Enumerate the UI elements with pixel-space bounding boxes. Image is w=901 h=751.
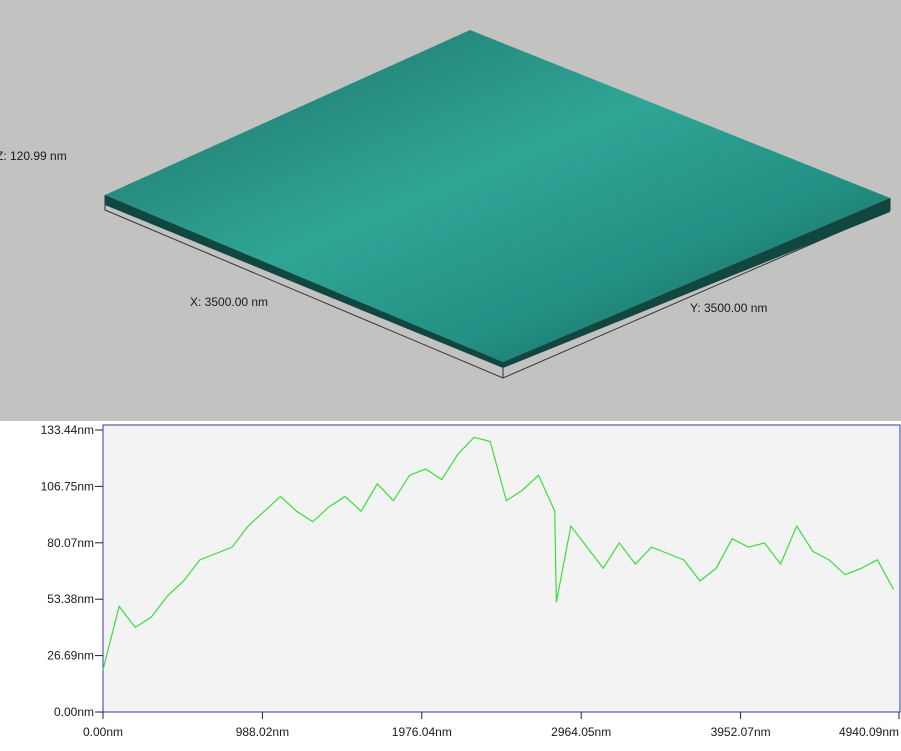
- x-tick-label: 3952.07nm: [711, 725, 771, 739]
- surface: [105, 30, 890, 362]
- x-tick-label: 988.02nm: [236, 725, 289, 739]
- x-tick-label: 2964.05nm: [551, 725, 611, 739]
- x-tick-label: 1976.04nm: [392, 725, 452, 739]
- y-tick-label: 80.07nm: [47, 536, 94, 550]
- x-tick-label: 4940.09nm: [839, 725, 899, 739]
- x-tick-label: 0.00nm: [83, 725, 123, 739]
- plot-area: [102, 424, 901, 713]
- y-tick-label: 26.69nm: [47, 649, 94, 663]
- y-tick-label: 53.38nm: [47, 592, 94, 606]
- x-label: X: 3500.00 nm: [190, 295, 268, 309]
- y-tick-label: 106.75nm: [41, 479, 94, 493]
- y-tick-label: 133.44nm: [41, 423, 94, 437]
- y-label: Y: 3500.00 nm: [690, 301, 767, 315]
- y-tick-label: 0.00nm: [54, 705, 94, 719]
- z-label: Z: 120.99 nm: [0, 149, 67, 163]
- profile-chart: 0.00nm 26.69nm 53.38nm 80.07nm 106.75nm 133.4…: [41, 423, 900, 739]
- profile-line: [102, 436, 895, 670]
